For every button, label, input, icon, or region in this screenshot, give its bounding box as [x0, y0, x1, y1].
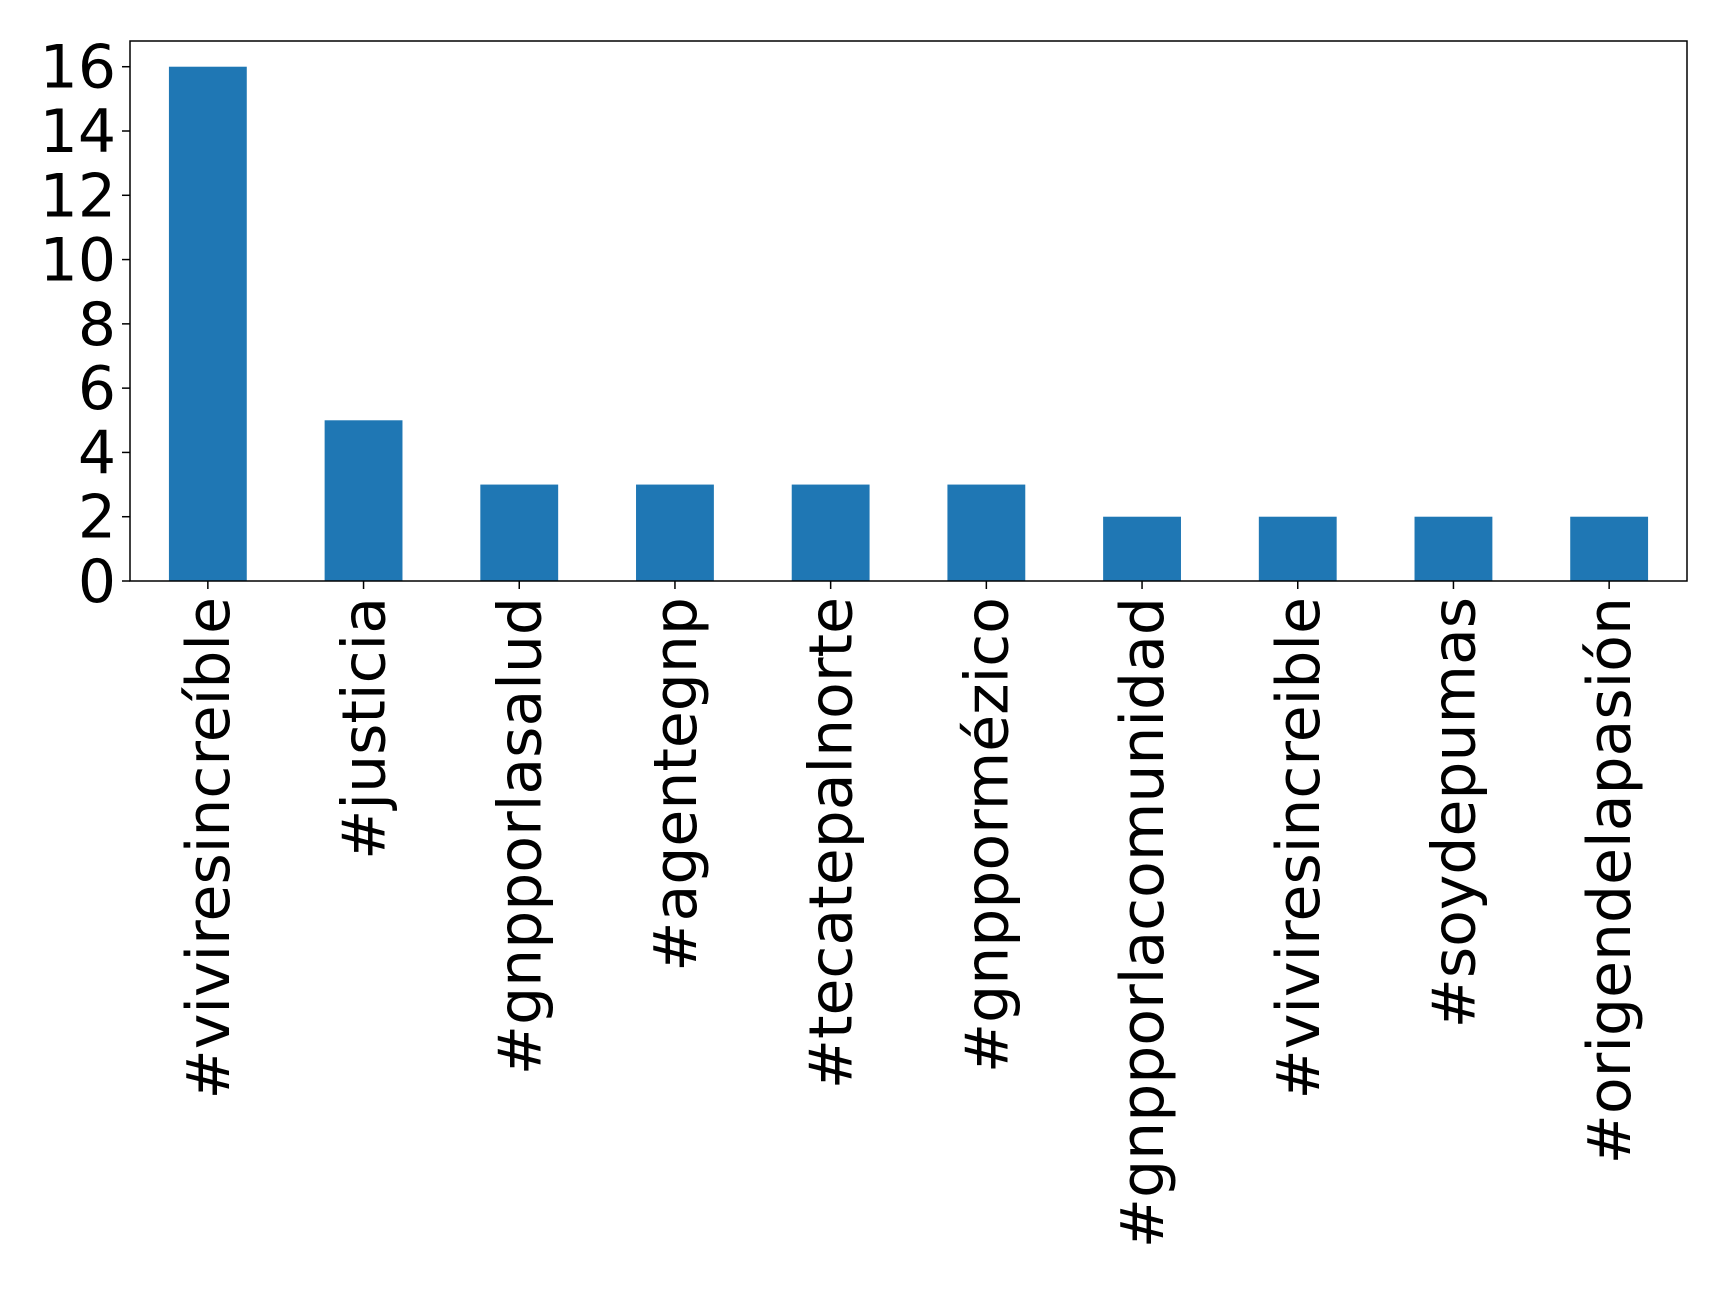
y-tick-label: 0	[78, 547, 116, 617]
bar	[480, 484, 559, 581]
bar	[1103, 516, 1181, 581]
x-tick-label: #justicia	[330, 597, 400, 860]
bar	[324, 420, 403, 581]
plot-frame	[129, 40, 1688, 582]
x-tick-label: #tecatepalnorte	[797, 597, 867, 1089]
y-tick-label: 16	[40, 33, 116, 103]
bar	[1570, 516, 1649, 581]
y-tick-label: 8	[78, 290, 116, 360]
x-tick-label: #gnpporlacomunidad	[1108, 597, 1178, 1248]
x-tick-label: #origendelapasión	[1575, 597, 1645, 1164]
bar	[791, 484, 870, 581]
bar	[1414, 516, 1493, 581]
y-tick-label: 14	[40, 97, 116, 167]
bar	[947, 484, 1026, 581]
x-tick-label: #gnppormézico	[952, 597, 1022, 1073]
x-tick-label: #gnpporlasalud	[485, 597, 555, 1075]
x-tick-label: #viviresincreíble	[174, 597, 244, 1099]
y-tick-label: 6	[78, 354, 116, 424]
x-tick-label: #soydepumas	[1419, 597, 1489, 1028]
y-tick-label: 2	[78, 483, 116, 553]
bar	[168, 66, 247, 581]
bar	[1258, 516, 1337, 581]
y-tick-label: 12	[40, 161, 116, 231]
x-tick-label: #agentegnp	[641, 597, 711, 972]
y-tick-label: 4	[78, 418, 116, 488]
x-tick-label: #viviresincreible	[1264, 597, 1334, 1099]
bar	[636, 484, 714, 581]
y-tick-label: 10	[40, 226, 116, 296]
